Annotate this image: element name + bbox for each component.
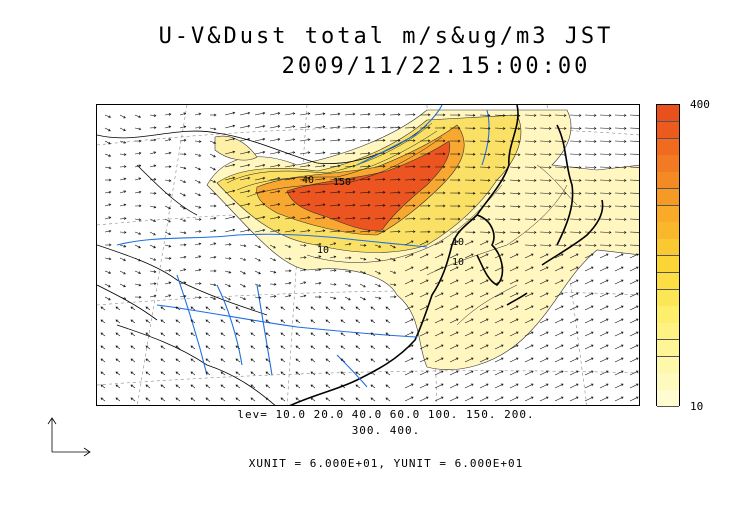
- contour-label: 10: [317, 245, 329, 256]
- plot-timestamp: 2009/11/22.15:00:00: [281, 54, 591, 79]
- colorbar-segment: [657, 222, 679, 240]
- dust-wind-map: 40 150 10 10 10: [96, 104, 640, 406]
- colorbar-segment: [657, 105, 679, 123]
- dust-contours: [226, 122, 578, 326]
- colorbar-segment: [657, 121, 679, 140]
- colorbar-segment: [657, 373, 679, 391]
- colorbar-segment: [657, 272, 679, 291]
- dust-region-red: [286, 140, 451, 231]
- dust-region-west: [214, 135, 258, 161]
- contour-label: 150: [333, 177, 351, 188]
- colorbar-segment: [657, 138, 679, 156]
- colorbar-min-label: 10: [690, 400, 704, 413]
- rivers: [116, 105, 490, 388]
- contour-levels-line2: 300. 400.: [351, 424, 421, 437]
- coastline: [289, 105, 604, 405]
- colorbar-segment: [657, 188, 679, 207]
- colorbar-segment: [657, 323, 679, 341]
- colorbar-max-label: 400: [690, 98, 710, 111]
- colorbar-segment: [657, 155, 679, 173]
- colorbar-segment: [657, 289, 679, 307]
- plot-title: U-V&Dust total m/s&ug/m3 JST: [158, 24, 614, 49]
- wind-vectors: [100, 111, 639, 402]
- colorbar: [656, 104, 680, 408]
- colorbar-segment: [657, 339, 679, 358]
- colorbar-segment: [657, 356, 679, 374]
- reference-vector-icon: [47, 417, 91, 457]
- colorbar-segment: [657, 239, 679, 257]
- contour-label: 10: [452, 237, 464, 248]
- contour-levels-line1: lev= 10.0 20.0 40.0 60.0 100. 150. 200.: [237, 408, 535, 421]
- vector-units: XUNIT = 6.000E+01, YUNIT = 6.000E+01: [248, 457, 524, 470]
- colorbar-segment: [657, 306, 679, 324]
- contour-label: 10: [452, 257, 464, 268]
- contour-label: 40: [302, 175, 314, 186]
- colorbar-segment: [657, 205, 679, 223]
- colorbar-segment: [657, 256, 679, 274]
- colorbar-segment: [657, 172, 679, 190]
- colorbar-segment: [657, 390, 679, 408]
